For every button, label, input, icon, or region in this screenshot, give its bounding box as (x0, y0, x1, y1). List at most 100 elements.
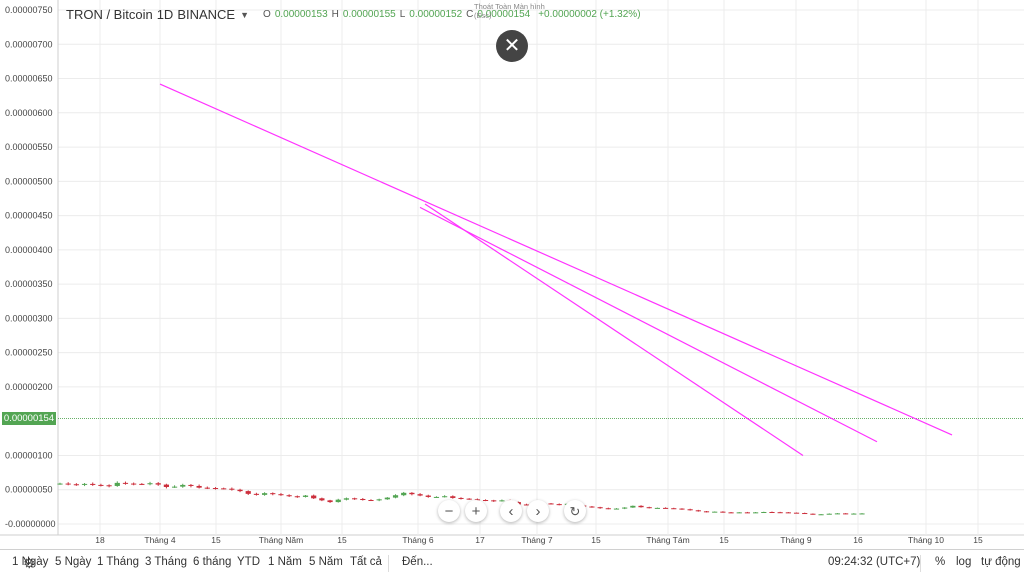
candle-body (777, 512, 783, 514)
trendline (424, 203, 804, 456)
timeframe-3m[interactable]: 3 Tháng (145, 556, 187, 568)
close-icon[interactable]: ✕ (496, 30, 528, 62)
divider (388, 555, 389, 572)
candle-body (261, 493, 268, 495)
trendlines (159, 83, 953, 456)
candle-body (523, 504, 530, 506)
candle-body (98, 484, 104, 486)
candle-body (155, 483, 161, 485)
reset-button[interactable]: ↻ (564, 500, 586, 522)
candle-body (327, 500, 333, 503)
candle-body (384, 497, 390, 500)
zoom-out-button[interactable]: − (438, 500, 460, 522)
price-tick-label: 0.00000450 (5, 211, 53, 221)
goto-date-button[interactable]: Đến... (402, 556, 433, 568)
candle-body (605, 508, 611, 510)
candle-body (122, 482, 129, 484)
candle-body (352, 498, 358, 500)
percent-toggle[interactable]: % (935, 556, 946, 568)
candle-body (769, 512, 775, 514)
trendline (419, 206, 878, 443)
candle-body (302, 495, 309, 497)
candle-body (90, 483, 96, 485)
chevron-down-icon[interactable]: ▼ (240, 9, 250, 20)
timeframe-5d[interactable]: 5 Ngày (55, 556, 92, 568)
timeframe-1m[interactable]: 1 Tháng (97, 556, 139, 568)
candle-body (221, 488, 227, 490)
exchange[interactable]: BINANCE (177, 7, 236, 22)
candle-body (442, 496, 448, 498)
chart-area[interactable]: 0.00000750 0.00000700 0.00000650 0.00000600… (0, 0, 1024, 549)
candle-body (630, 505, 636, 508)
low-value: 0.00000152 (409, 9, 463, 20)
candle-body (139, 483, 145, 485)
candle-body (761, 512, 767, 514)
low-label: L (399, 9, 406, 20)
candle-body (818, 514, 824, 516)
time-tick-label: 15 (591, 535, 601, 545)
candle-body (662, 507, 669, 509)
candle-body (712, 511, 718, 513)
candle-body (736, 512, 742, 514)
candle-body (859, 513, 865, 515)
divider (920, 555, 921, 572)
chart-grid (0, 0, 1024, 536)
timeframe-1d[interactable]: 1 Ngày (12, 556, 49, 568)
candle-body (548, 503, 554, 505)
candle-body (229, 488, 235, 490)
price-tick-label: 0.00000500 (5, 176, 53, 186)
time-tick-label: 15 (719, 535, 729, 545)
candle-body (57, 483, 63, 485)
candle-body (171, 486, 178, 488)
price-chart[interactable]: 0.00000750 0.00000700 0.00000650 0.00000600… (0, 0, 1024, 549)
current-price-label: 0.00000154 (2, 412, 56, 425)
time-tick-label: Tháng Năm (259, 535, 303, 545)
candle-body (409, 492, 415, 495)
price-tick-label: 0.00000350 (5, 279, 53, 289)
candle-body (466, 498, 472, 500)
timeframe-all[interactable]: Tất cả (350, 556, 382, 568)
candle-body (245, 491, 251, 494)
candle-body (826, 513, 832, 515)
candle-body (687, 509, 693, 511)
candle-body (703, 511, 710, 513)
candle-body (81, 483, 88, 485)
change-value: +0.00000002 (+1.32%) (538, 9, 641, 20)
auto-scale-toggle[interactable]: tự động (981, 556, 1021, 568)
candle-body (401, 492, 407, 496)
interval[interactable]: 1D (156, 7, 174, 22)
timeframe-1y[interactable]: 1 Năm (268, 556, 302, 568)
symbol-name[interactable]: TRON / Bitcoin (66, 7, 153, 22)
candle-body (360, 498, 366, 501)
price-tick-label: 0.00000200 (5, 382, 53, 392)
candle-body (753, 512, 759, 514)
price-tick-label: 0.00000250 (5, 348, 53, 358)
candle-body (499, 500, 505, 502)
symbol-legend[interactable]: TRON / Bitcoin 1D BINANCE ▼ O 0.00000153 … (66, 7, 641, 22)
time-tick-label: Tháng 7 (521, 535, 552, 545)
time-tick-label: Tháng Tám (646, 535, 689, 545)
timeframe-5y[interactable]: 5 Năm (309, 556, 343, 568)
candle-body (450, 496, 456, 498)
timeframe-ytd[interactable]: YTD (237, 556, 260, 568)
candle-body (311, 495, 317, 499)
time-tick-label: 17 (475, 535, 485, 545)
gear-icon[interactable]: ⚙ (23, 555, 36, 571)
scroll-left-button[interactable]: ‹ (500, 500, 522, 522)
candle-body (744, 512, 751, 514)
close-value: 0.00000154 (477, 9, 531, 20)
scroll-right-button[interactable]: › (527, 500, 549, 522)
close-label: C (466, 9, 474, 20)
candle-body (646, 507, 652, 509)
candle-body (270, 493, 276, 495)
candle-body (556, 504, 562, 506)
timeframe-6m[interactable]: 6 tháng (193, 556, 232, 568)
time-tick-label: Tháng 4 (144, 535, 175, 545)
candle-body (278, 494, 284, 496)
high-label: H (331, 9, 339, 20)
candle-body (638, 505, 644, 508)
time-tick-label: Tháng 10 (908, 535, 944, 545)
log-toggle[interactable]: log (956, 556, 972, 568)
candle-body (237, 489, 243, 492)
zoom-in-button[interactable]: + (465, 500, 487, 522)
